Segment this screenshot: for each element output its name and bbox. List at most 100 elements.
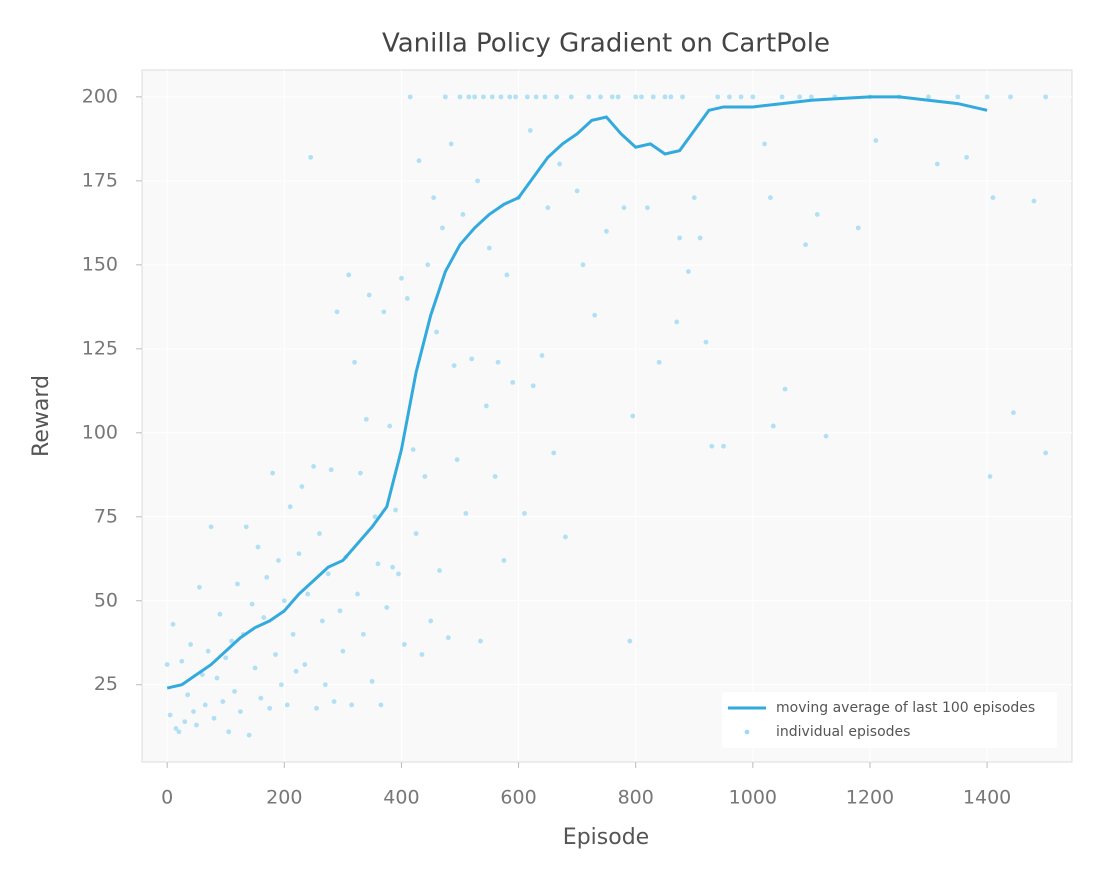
episode-point [331,699,337,704]
episode-point [686,269,691,274]
y-tick-label: 75 [94,505,118,527]
episode-point [472,94,478,100]
episode-point [586,94,592,100]
y-axis-label: Reward [29,375,54,457]
episode-point [823,433,829,439]
y-tick-label: 150 [82,253,118,275]
episode-point [615,94,621,100]
episode-point [557,161,562,167]
episode-point [229,638,235,644]
episode-point [990,195,996,201]
episode-point [498,94,504,100]
episode-point [533,94,539,100]
y-tick-label: 200 [82,85,118,107]
episode-point [164,662,170,667]
episode-point [630,413,636,419]
episode-point [399,275,404,281]
episode-point [1008,94,1013,100]
episode-point [325,571,331,577]
x-tick-label: 0 [161,787,173,809]
episode-point [199,672,205,678]
episode-point [492,474,498,479]
episode-point [302,662,308,667]
episode-point [445,635,451,641]
episode-point [483,403,489,409]
episode-point [987,474,993,479]
x-tick-label: 800 [618,787,654,809]
legend-dot [744,729,750,735]
episode-point [334,309,340,315]
episode-point [311,463,316,469]
y-tick-label: 125 [82,337,118,359]
moving-average-line [166,95,988,690]
episode-point [489,94,495,100]
episode-point [381,309,387,315]
x-tick-label: 600 [500,787,536,809]
episode-point [194,722,199,728]
episode-point [522,511,527,516]
episode-point [677,235,683,241]
episode-point [358,470,363,476]
episode-point [926,94,931,100]
episode-point [299,484,305,489]
episode-point [542,94,548,100]
x-tick-label: 200 [266,787,302,809]
episode-point [442,94,448,100]
episode-point [202,702,208,708]
episode-point [340,648,346,654]
episode-point [448,141,454,147]
episode-point [527,128,533,133]
episode-point [369,678,375,684]
episode-point [328,467,334,473]
episode-point [563,534,568,540]
episode-point [604,228,609,234]
episode-point [208,524,214,530]
episode-point [393,507,398,513]
episode-point [460,212,466,217]
episode-point [530,383,536,389]
episode-point [964,154,969,160]
episode-point [278,682,284,688]
episode-point [539,353,545,358]
episode-point [267,705,273,711]
episode-point [697,235,703,241]
episode-point [507,94,513,100]
episode-point [645,205,650,211]
episode-point [273,652,278,657]
episode-point [501,558,507,563]
episode-point [454,457,460,463]
episode-point [270,470,275,476]
episode-point [782,386,788,392]
episode-point [767,195,773,201]
episode-point [220,699,226,704]
episode-point [387,423,393,429]
episode-point [750,94,756,100]
episode-point [322,682,328,688]
episode-point [179,658,185,664]
episode-point [191,709,196,715]
episode-point [170,621,176,627]
episode-point [363,416,369,422]
legend-label: moving average of last 100 episodes [776,700,1035,716]
chart-title: Vanilla Policy Gradient on CartPole [382,29,830,59]
episode-point [770,423,776,429]
episode-point [504,272,510,278]
episode-point [478,638,483,644]
episode-point [463,511,469,516]
episode-point [296,551,302,557]
episode-point [1011,410,1016,416]
episode-point [182,719,188,725]
episode-point [691,195,697,201]
episode-point [305,591,311,597]
episode-point [410,447,416,452]
episode-point [779,94,785,100]
episode-point [609,94,615,100]
x-tick-label: 1000 [729,787,777,809]
episode-point [475,178,480,184]
episode-point [873,138,879,143]
legend-label: individual episodes [776,724,910,740]
episode-point [703,339,709,345]
episode-point [188,642,194,647]
episode-point [481,94,486,100]
